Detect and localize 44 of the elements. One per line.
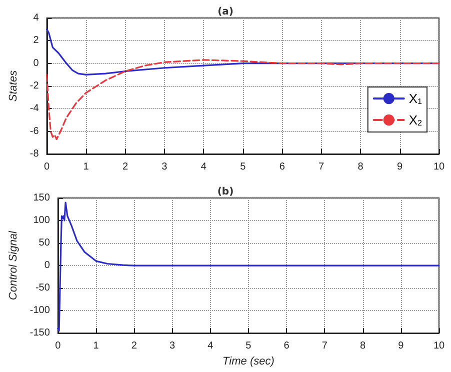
- y-tick-label: 0: [44, 260, 50, 272]
- y-tick-label: -50: [35, 282, 50, 294]
- x-tick-label: 8: [360, 340, 366, 352]
- x-tick-label: 6: [279, 162, 286, 172]
- legend-label: X1: [408, 91, 423, 106]
- x-axis-title: Time (sec): [222, 356, 275, 368]
- x-tick-label: 1: [83, 162, 90, 172]
- x-tick-label: 3: [162, 162, 168, 172]
- x-tick-label: 5: [246, 340, 252, 352]
- chart-title: (b): [217, 186, 234, 198]
- x-tick-label: 7: [322, 340, 328, 352]
- x-tick-label: 10: [433, 162, 445, 172]
- y-axis-title: Control Signal: [8, 230, 20, 300]
- x-tick-label: 4: [200, 162, 207, 172]
- x-tick-label: 3: [169, 340, 176, 352]
- x-tick-label: 0: [55, 340, 62, 352]
- y-tick-label: -4: [30, 103, 40, 114]
- x-tick-label: 2: [131, 340, 138, 352]
- legend-label: X2: [408, 112, 423, 128]
- y-axis-title: States: [8, 70, 20, 102]
- y-tick-label: 50: [38, 238, 50, 249]
- y-tick-label: 100: [33, 215, 50, 226]
- y-tick-label: 4: [33, 12, 40, 24]
- line-series: [57, 202, 440, 332]
- chart-title: (a): [218, 6, 234, 18]
- y-tick-label: -100: [30, 305, 50, 316]
- x-tick-label: 9: [397, 162, 403, 172]
- x-tick-label: 10: [433, 340, 445, 352]
- x-tick-label: 5: [240, 162, 246, 172]
- x-tick-label: 7: [318, 162, 325, 172]
- x-tick-label: 9: [398, 340, 404, 352]
- x-tick-label: 6: [284, 340, 290, 352]
- y-tick-label: 0: [33, 58, 40, 69]
- x-tick-label: 4: [208, 340, 214, 352]
- y-tick-label: 150: [33, 192, 50, 204]
- y-tick-label: -2: [30, 80, 40, 92]
- x-tick-label: 8: [358, 162, 364, 172]
- x-tick-label: 1: [93, 340, 100, 352]
- y-tick-label: -150: [30, 328, 50, 339]
- y-tick-label: -8: [30, 148, 40, 160]
- line-series: [46, 59, 440, 140]
- x-tick-label: 2: [122, 162, 128, 172]
- y-tick-label: 2: [33, 35, 40, 46]
- y-tick-label: -6: [30, 126, 40, 137]
